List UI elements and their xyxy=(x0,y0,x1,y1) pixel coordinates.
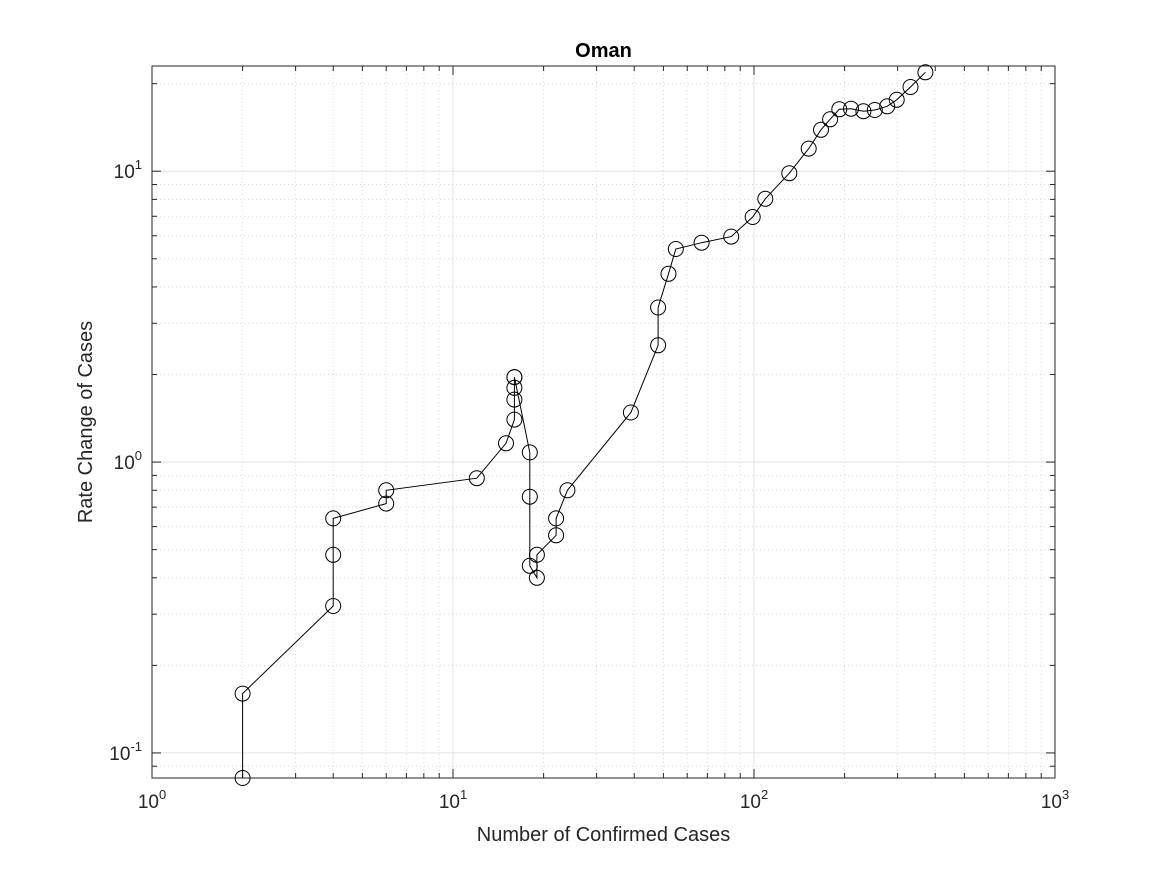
data-point-marker xyxy=(822,111,839,128)
y-tick-label: 10-1 xyxy=(109,739,142,765)
data-point-marker xyxy=(855,103,872,120)
x-tick-label: 100 xyxy=(138,787,166,813)
y-tick-base: 10 xyxy=(114,453,135,474)
plot-area-frame xyxy=(151,65,1056,779)
chart-title: Oman xyxy=(575,40,632,62)
x-tick-base: 10 xyxy=(740,792,761,813)
data-point-marker xyxy=(843,100,859,117)
x-tick-exponent: 1 xyxy=(460,787,467,802)
data-point-marker xyxy=(866,102,883,118)
data-point-marker xyxy=(234,770,251,786)
data-point-marker xyxy=(757,190,774,207)
x-tick-exponent: 2 xyxy=(761,787,768,802)
data-point-marker xyxy=(548,527,565,544)
y-tick-exponent: -1 xyxy=(130,739,142,754)
series-layer xyxy=(234,64,934,786)
y-tick-base: 10 xyxy=(114,162,135,183)
y-tick-exponent: 0 xyxy=(135,448,142,463)
data-point-marker xyxy=(378,482,395,499)
data-point-marker xyxy=(506,379,523,396)
data-point-marker xyxy=(723,228,740,245)
data-point-marker xyxy=(325,546,342,563)
data-point-marker xyxy=(468,470,485,487)
x-tick-exponent: 0 xyxy=(159,787,166,802)
data-point-marker xyxy=(902,79,919,95)
y-axis-title: Rate Change of Cases xyxy=(75,321,97,523)
data-point-marker xyxy=(325,598,342,614)
data-point-marker xyxy=(831,101,848,118)
data-point-marker xyxy=(667,241,684,257)
data-point-marker xyxy=(888,91,905,108)
data-point-marker xyxy=(506,411,523,428)
data-point-marker xyxy=(234,685,251,702)
data-point-marker xyxy=(506,391,523,408)
data-point-marker xyxy=(800,140,817,157)
data-point-marker xyxy=(528,546,545,563)
data-point-marker xyxy=(498,435,514,452)
x-tick-base: 10 xyxy=(439,792,460,813)
data-point-marker xyxy=(506,369,523,386)
x-tick-label: 103 xyxy=(1041,787,1069,813)
x-axis-title: Number of Confirmed Cases xyxy=(477,824,730,846)
data-point-marker xyxy=(879,98,896,115)
series-line xyxy=(242,71,926,778)
data-point-marker xyxy=(548,510,565,527)
data-point-marker xyxy=(744,209,761,225)
y-tick-label: 101 xyxy=(114,157,142,183)
y-tick-exponent: 1 xyxy=(135,157,142,172)
x-tick-base: 10 xyxy=(138,792,159,813)
data-point-marker xyxy=(378,495,395,512)
data-point-marker xyxy=(917,64,934,81)
data-point-marker xyxy=(521,444,538,461)
data-point-marker xyxy=(660,265,677,282)
x-tick-label: 101 xyxy=(439,787,467,813)
data-point-marker xyxy=(528,569,545,586)
data-point-marker xyxy=(325,510,342,527)
data-point-marker xyxy=(650,299,667,316)
minor-grid xyxy=(152,66,1055,778)
y-tick-label: 100 xyxy=(114,448,142,474)
data-point-marker xyxy=(559,482,576,499)
x-tick-base: 10 xyxy=(1041,792,1062,813)
x-tick-exponent: 3 xyxy=(1062,787,1069,802)
y-tick-base: 10 xyxy=(109,744,130,765)
data-point-marker xyxy=(693,234,710,251)
data-point-marker xyxy=(813,121,829,138)
x-tick-label: 102 xyxy=(740,787,768,813)
data-point-marker xyxy=(781,165,798,182)
x-tick-labels: 100 101 102 103 xyxy=(138,787,1069,813)
data-point-marker xyxy=(622,404,639,421)
data-point-marker xyxy=(650,337,667,354)
data-point-marker xyxy=(521,488,538,505)
